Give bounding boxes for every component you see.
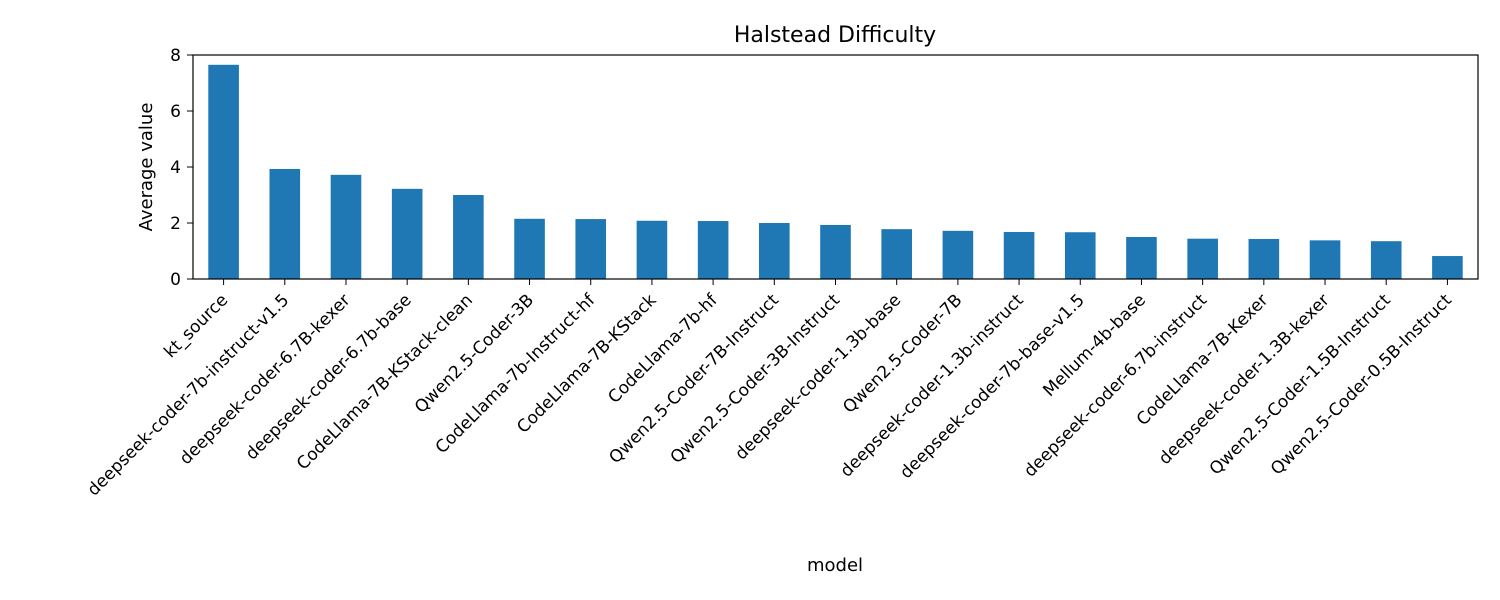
bar-13 bbox=[1003, 231, 1035, 279]
y-tick-label: 4 bbox=[170, 158, 181, 178]
y-tick-label: 8 bbox=[170, 46, 181, 66]
bar-0 bbox=[208, 64, 239, 279]
x-axis-label: model bbox=[807, 555, 863, 576]
x-tick-label: Qwen2.5-Coder-7B bbox=[839, 290, 966, 417]
bar-17 bbox=[1248, 238, 1280, 279]
bar-8 bbox=[697, 221, 729, 279]
bar-9 bbox=[759, 223, 790, 279]
y-axis-label: Average value bbox=[136, 103, 157, 232]
bar-2 bbox=[330, 174, 362, 279]
y-tick-label: 6 bbox=[170, 102, 181, 122]
bar-19 bbox=[1370, 241, 1402, 279]
bar-11 bbox=[881, 229, 912, 279]
bar-5 bbox=[514, 218, 545, 279]
plot-frame bbox=[192, 54, 1479, 280]
bar-4 bbox=[453, 195, 484, 279]
bar-20 bbox=[1432, 256, 1463, 279]
bar-series bbox=[208, 64, 1463, 279]
x-axis-ticks: kt_sourcedeepseek-coder-7b-instruct-v1.5… bbox=[84, 279, 1456, 500]
bar-10 bbox=[820, 224, 851, 279]
y-axis-ticks: 0 2 4 6 8 bbox=[170, 46, 193, 290]
bar-6 bbox=[575, 219, 607, 279]
bar-14 bbox=[1064, 232, 1096, 279]
bar-15 bbox=[1126, 237, 1157, 279]
bar-3 bbox=[391, 188, 423, 279]
bar-18 bbox=[1309, 240, 1341, 279]
x-tick-label: CodeLlama-7b-hf bbox=[604, 290, 722, 408]
bar-16 bbox=[1187, 238, 1218, 279]
y-tick-label: 0 bbox=[170, 270, 181, 290]
bar-7 bbox=[636, 220, 668, 279]
x-tick-label: Mellum-4b-base bbox=[1039, 290, 1150, 401]
chart-title: Halstead Difficulty bbox=[734, 23, 936, 48]
x-tick-label: Qwen2.5-Coder-3B bbox=[411, 290, 538, 417]
bar-1 bbox=[269, 168, 301, 279]
y-tick-label: 2 bbox=[170, 214, 181, 234]
bar-12 bbox=[942, 230, 974, 279]
